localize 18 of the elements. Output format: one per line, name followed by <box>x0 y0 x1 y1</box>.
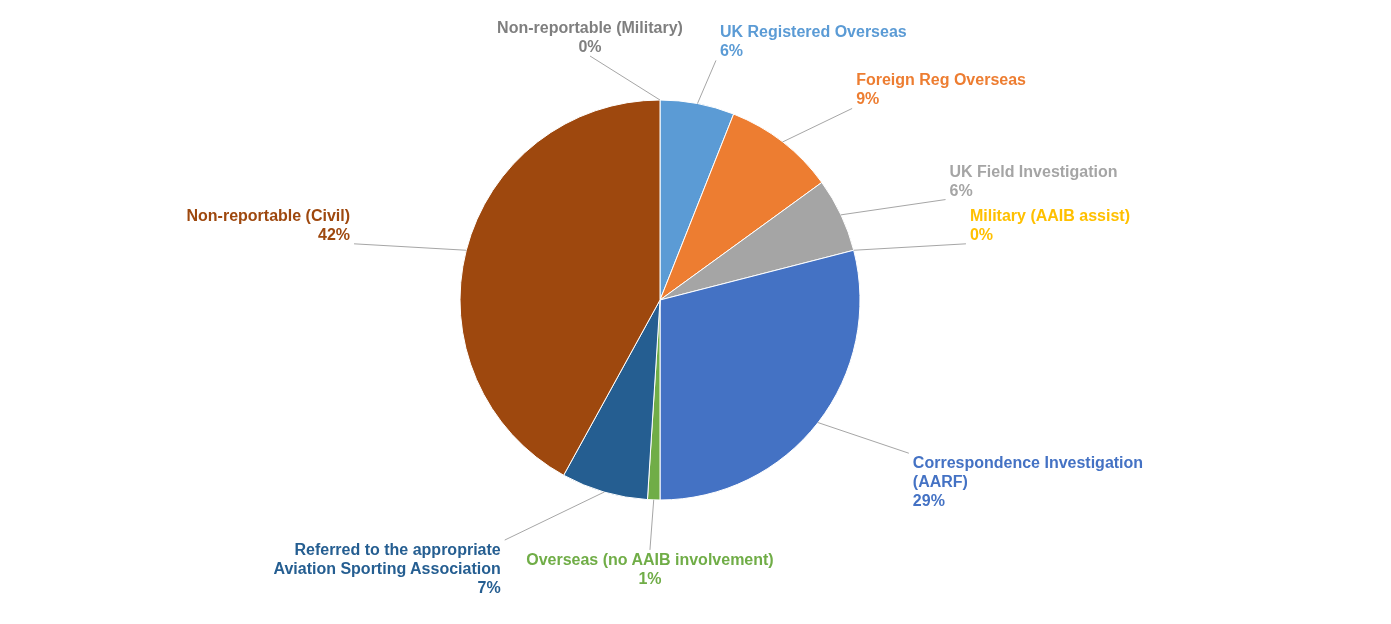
data-label: 7% <box>477 579 501 597</box>
slice-label: Correspondence Investigation (AARF) <box>912 454 1144 491</box>
data-label: 6% <box>949 181 973 199</box>
slice-label: UK Field Investigation <box>949 162 1118 180</box>
slice-label: Non-reportable (Civil) <box>186 206 351 224</box>
category-label: Non-reportable (Military) <box>497 19 683 36</box>
text: 0% <box>578 38 602 55</box>
category-label: Military (AAIB assist) <box>969 206 1130 224</box>
data-label: 6% <box>719 42 744 60</box>
data-label: 29% <box>912 492 945 510</box>
slice-label: Referred to the appropriate Aviation Sporting Association <box>273 541 501 578</box>
text: 0% <box>969 225 994 243</box>
data-label: 42% <box>318 225 351 243</box>
data-label: 9% <box>856 90 880 108</box>
slice-label: Foreign Reg Overseas <box>856 71 1027 89</box>
data-label: 1% <box>638 569 662 587</box>
slice-label: UK Registered Overseas <box>719 23 907 41</box>
slice-label: Overseas (no AAIB involvement) <box>526 550 774 568</box>
